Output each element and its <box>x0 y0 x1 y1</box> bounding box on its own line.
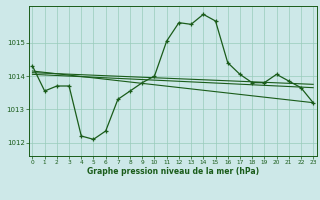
X-axis label: Graphe pression niveau de la mer (hPa): Graphe pression niveau de la mer (hPa) <box>87 167 259 176</box>
